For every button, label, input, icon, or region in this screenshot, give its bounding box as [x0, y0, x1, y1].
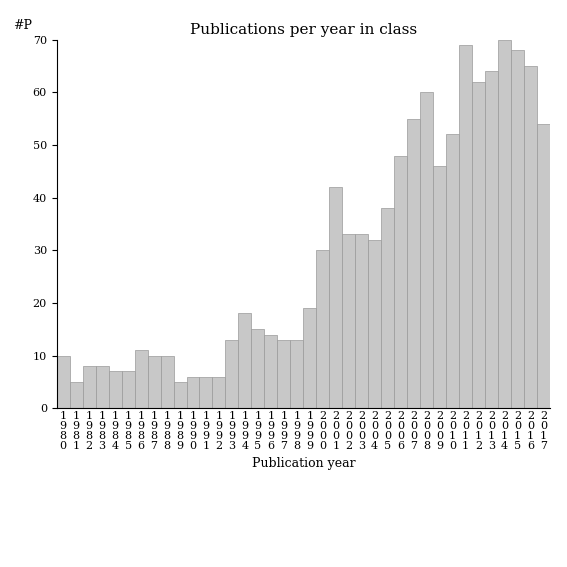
Bar	[290, 340, 303, 408]
Bar	[134, 350, 147, 408]
Bar	[147, 356, 160, 408]
Bar	[316, 250, 329, 408]
Bar	[420, 92, 433, 408]
Bar	[498, 40, 511, 408]
Bar	[537, 124, 550, 408]
Bar	[264, 335, 277, 408]
Bar	[342, 235, 356, 408]
Bar	[381, 208, 394, 408]
Bar	[251, 329, 264, 408]
Bar	[200, 376, 213, 408]
Bar	[356, 235, 368, 408]
Bar	[226, 340, 239, 408]
Bar	[407, 119, 420, 408]
Bar	[277, 340, 290, 408]
Bar	[109, 371, 121, 408]
X-axis label: Publication year: Publication year	[252, 456, 355, 469]
Y-axis label: #P: #P	[12, 19, 32, 32]
Bar	[96, 366, 109, 408]
Title: Publications per year in class: Publications per year in class	[190, 23, 417, 37]
Bar	[213, 376, 226, 408]
Bar	[239, 314, 251, 408]
Bar	[446, 134, 459, 408]
Bar	[524, 66, 537, 408]
Bar	[329, 187, 342, 408]
Bar	[485, 71, 498, 408]
Bar	[83, 366, 96, 408]
Bar	[459, 45, 472, 408]
Bar	[433, 166, 446, 408]
Bar	[303, 308, 316, 408]
Bar	[368, 240, 381, 408]
Bar	[70, 382, 83, 408]
Bar	[174, 382, 187, 408]
Bar	[187, 376, 200, 408]
Bar	[57, 356, 70, 408]
Bar	[160, 356, 174, 408]
Bar	[472, 82, 485, 408]
Bar	[121, 371, 134, 408]
Bar	[394, 155, 407, 408]
Bar	[511, 50, 524, 408]
